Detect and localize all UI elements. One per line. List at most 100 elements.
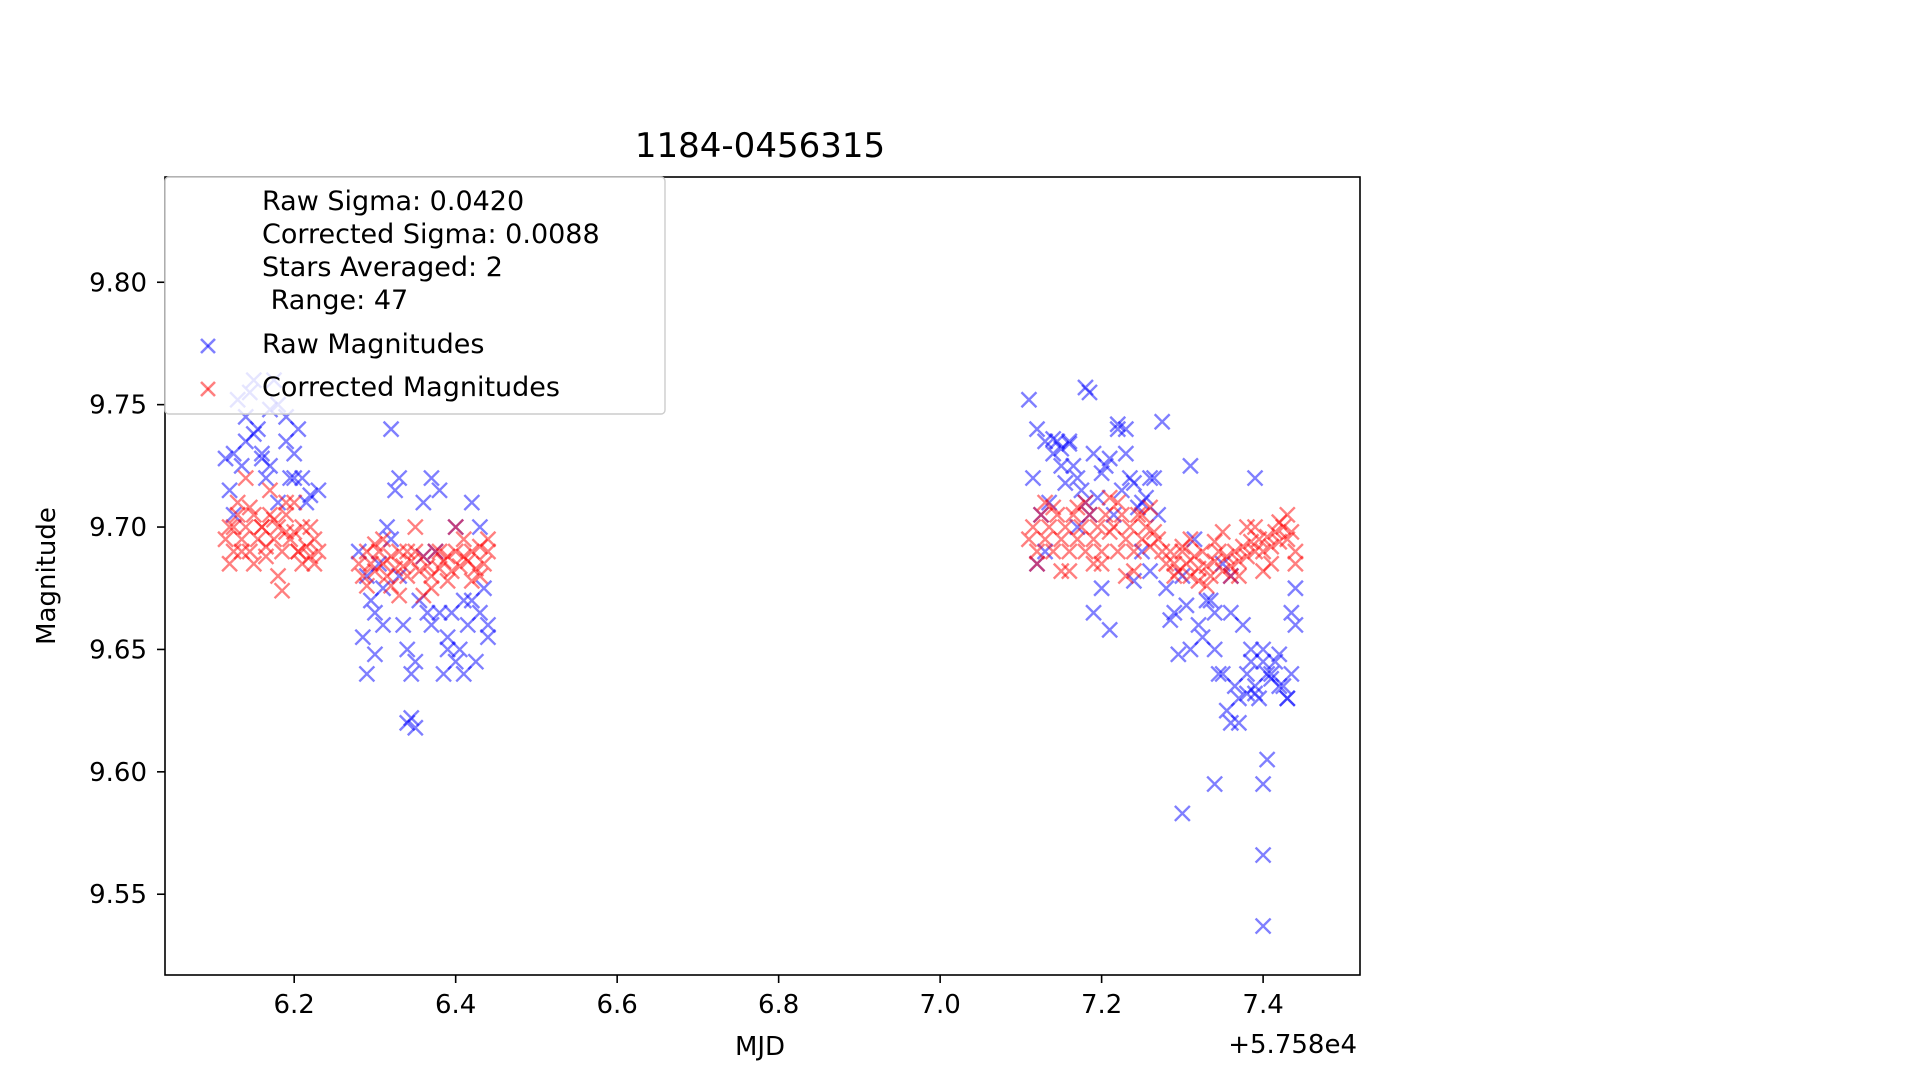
corrected-magnitude-point: [1157, 555, 1175, 573]
raw-magnitude-point: [1174, 805, 1191, 822]
corrected-magnitude-point: [225, 543, 242, 560]
corrected-magnitude-point: [1052, 562, 1070, 580]
corrected-magnitude-point: [285, 494, 303, 511]
raw-magnitude-point: [366, 645, 384, 663]
corrected-magnitude-point: [447, 543, 465, 560]
raw-magnitude-point: [390, 469, 408, 487]
x-tick-label: 6.4: [435, 990, 476, 1020]
raw-magnitude-point: [293, 469, 311, 487]
raw-magnitude-point: [1190, 616, 1207, 634]
x-offset-label: +5.758e4: [1228, 1030, 1357, 1060]
corrected-magnitude-point: [1077, 543, 1094, 560]
raw-magnitude-point: [406, 653, 424, 671]
x-axis-label: MJD: [735, 1032, 785, 1062]
corrected-magnitude-point: [1254, 543, 1272, 560]
corrected-magnitude-point: [1246, 543, 1264, 560]
corrected-magnitude-point: [1036, 494, 1054, 511]
raw-magnitude-point: [1182, 457, 1199, 475]
raw-magnitude-point: [1137, 489, 1155, 507]
corrected-magnitude-point: [217, 530, 234, 548]
x-tick-label: 7.0: [919, 990, 960, 1020]
raw-magnitude-point: [1182, 641, 1199, 658]
corrected-magnitude-point: [253, 518, 271, 536]
corrected-magnitude-point: [1262, 538, 1280, 555]
raw-magnitude-point: [1141, 469, 1159, 487]
corrected-magnitude-point: [1060, 543, 1078, 560]
corrected-magnitude-point: [451, 557, 469, 575]
y-tick-label: 9.65: [89, 635, 147, 665]
raw-magnitude-point: [1270, 645, 1288, 663]
raw-magnitude-point: [1145, 469, 1163, 487]
raw-magnitude-point: [1036, 543, 1054, 560]
raw-magnitude-point: [471, 518, 489, 536]
corrected-magnitude-point: [1036, 530, 1054, 548]
corrected-magnitude-point: [1032, 506, 1050, 524]
raw-magnitude-point: [1081, 384, 1098, 401]
raw-magnitude-point: [1121, 469, 1139, 487]
corrected-magnitude-point: [1077, 494, 1094, 511]
raw-magnitude-point: [297, 494, 315, 511]
corrected-magnitude-point: [306, 530, 323, 548]
corrected-magnitude-point: [1190, 572, 1207, 590]
corrected-magnitude-point: [1109, 543, 1127, 560]
corrected-magnitude-point: [439, 572, 456, 590]
raw-magnitude-point: [386, 481, 404, 499]
legend-box: [164, 176, 666, 415]
raw-magnitude-point: [1052, 440, 1070, 458]
raw-magnitude-point: [1287, 616, 1304, 634]
corrected-magnitude-point: [237, 469, 255, 487]
raw-magnitude-point: [1222, 714, 1240, 732]
raw-magnitude-point: [463, 494, 481, 511]
y-tick-label: 9.80: [89, 268, 147, 298]
corrected-magnitude-point: [1174, 543, 1191, 560]
corrected-magnitude-point: [277, 506, 295, 524]
corrected-magnitude-point: [1258, 528, 1276, 546]
x-tick-label: 6.2: [274, 990, 315, 1020]
corrected-magnitude-point: [427, 543, 444, 560]
raw-magnitude-point: [431, 604, 448, 622]
corrected-magnitude-point: [1254, 562, 1272, 580]
raw-magnitude-point: [374, 616, 392, 634]
corrected-magnitude-point: [471, 567, 489, 585]
raw-magnitude-point: [1246, 685, 1264, 702]
raw-magnitude-point: [1060, 435, 1078, 453]
corrected-magnitude-point: [1085, 530, 1102, 548]
corrected-magnitude-point: [475, 555, 493, 573]
raw-magnitude-point: [479, 616, 497, 634]
raw-magnitude-point: [261, 457, 279, 475]
corrected-magnitude-point: [402, 552, 420, 570]
corrected-magnitude-point: [233, 530, 251, 548]
raw-magnitude-point: [1242, 641, 1260, 658]
raw-magnitude-point: [1028, 420, 1046, 438]
raw-magnitude-point: [423, 616, 440, 634]
corrected-magnitude-point: [410, 562, 428, 580]
y-tick-label: 9.55: [89, 880, 147, 910]
corrected-magnitude-point: [1266, 523, 1284, 541]
x-tick-label: 6.8: [758, 990, 799, 1020]
corrected-magnitude-point: [431, 543, 448, 560]
raw-magnitude-point: [1097, 457, 1115, 475]
corrected-magnitude-point: [310, 543, 327, 560]
raw-magnitude-point: [233, 457, 251, 475]
raw-magnitude-point: [1052, 457, 1070, 475]
corrected-magnitude-point: [1218, 548, 1236, 565]
raw-magnitude-point: [1113, 481, 1131, 499]
corrected-magnitude-point: [398, 567, 416, 585]
legend-info-range: Range: 47: [262, 285, 408, 316]
corrected-magnitude-point: [463, 572, 481, 590]
corrected-magnitude-point: [1198, 577, 1215, 595]
raw-magnitude-point: [1278, 690, 1296, 707]
legend-info-corrected-sigma: Corrected Sigma: 0.0088: [262, 219, 600, 250]
raw-magnitude-point: [285, 469, 303, 487]
raw-magnitude-point: [1024, 469, 1042, 487]
corrected-magnitude-point: [261, 481, 279, 499]
corrected-magnitude-point: [1283, 523, 1300, 541]
corrected-magnitude-point: [1206, 552, 1224, 570]
raw-magnitude-point: [398, 641, 416, 658]
raw-magnitude-point: [1242, 653, 1260, 671]
raw-magnitude-point: [253, 445, 271, 462]
raw-magnitude-point: [1246, 469, 1264, 487]
raw-magnitude-point: [479, 628, 497, 646]
raw-magnitude-point: [1117, 445, 1135, 462]
